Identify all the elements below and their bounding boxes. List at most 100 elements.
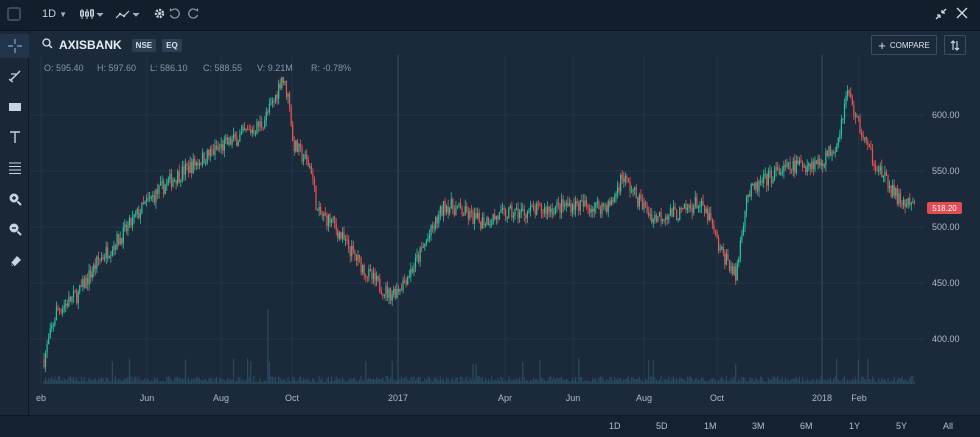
candle-body [164, 185, 166, 195]
range-1d[interactable]: 1D [609, 421, 621, 431]
fib-lines-icon[interactable] [0, 156, 29, 180]
range-1y[interactable]: 1Y [849, 421, 861, 431]
candle-body [136, 209, 138, 214]
volume-bar [534, 379, 536, 384]
candle-body [812, 161, 815, 170]
candle-body [787, 161, 790, 164]
candle-body [672, 206, 675, 217]
close-icon[interactable] [956, 6, 968, 23]
redo-icon[interactable] [187, 7, 200, 23]
candle-body [801, 162, 804, 168]
volume-bar [890, 380, 892, 384]
volume-bar [669, 381, 672, 384]
volume-bar [114, 376, 117, 384]
undo-icon[interactable] [168, 7, 181, 23]
open-label: O: [44, 63, 54, 73]
candle-body [621, 174, 623, 179]
y-tick-label: 400.00 [932, 334, 960, 344]
candle-body [483, 217, 485, 226]
zoom-in-icon[interactable] [0, 187, 29, 211]
volume-bar [44, 377, 47, 384]
volume-bar [425, 379, 427, 384]
volume-bar [108, 381, 110, 384]
candle-body [469, 211, 471, 219]
volume-bar [43, 380, 45, 384]
zoom-out-icon[interactable] [0, 217, 29, 241]
range-5d[interactable]: 5D [656, 421, 668, 431]
candle-body [814, 160, 816, 170]
candle-body [365, 275, 367, 277]
candle-body [677, 219, 679, 221]
sort-icon[interactable] [944, 35, 966, 55]
rectangle-icon[interactable] [0, 95, 29, 119]
candle-body [627, 178, 630, 182]
candle-body [108, 256, 110, 259]
eraser-icon[interactable] [0, 248, 29, 272]
volume-bar [677, 380, 679, 384]
volume-bar [665, 379, 667, 384]
volume-bar [427, 376, 429, 384]
compare-button[interactable]: + COMPARE [871, 35, 937, 55]
candle-body [376, 276, 378, 282]
range-1m[interactable]: 1M [704, 421, 717, 431]
volume-bar [912, 376, 914, 384]
volume-bar [809, 381, 811, 384]
text-icon[interactable] [0, 125, 29, 149]
volume-bar [104, 381, 106, 384]
candle-body [839, 134, 841, 139]
candle-body [749, 194, 751, 197]
candle-body [602, 203, 605, 207]
volume-bar [767, 377, 769, 384]
candle-body [487, 217, 490, 226]
volume-bar [547, 380, 549, 384]
x-tick-label: Feb [851, 393, 867, 403]
volume-bar [156, 377, 159, 384]
volume-bar [811, 379, 813, 384]
volume-bar [430, 379, 432, 384]
volume-bar [735, 363, 737, 384]
settings-icon[interactable] [153, 7, 166, 23]
volume-bar [478, 376, 480, 384]
candle-body [797, 160, 799, 165]
volume-bar [473, 380, 476, 384]
candle-body [449, 207, 451, 214]
range-5y[interactable]: 5Y [896, 421, 908, 431]
candle-body [265, 111, 267, 121]
volume-bar [340, 380, 342, 384]
volume-bar [88, 377, 90, 384]
candle-body [721, 246, 723, 250]
symbol-name[interactable]: AXISBANK [59, 38, 122, 52]
candle-body [578, 203, 580, 211]
candle-body [463, 214, 465, 216]
search-icon[interactable] [42, 36, 53, 54]
volume-bar [477, 376, 479, 384]
range-3m[interactable]: 3M [752, 421, 765, 431]
volume-bar [463, 380, 465, 384]
draw-line-icon[interactable] [0, 64, 29, 88]
volume-bar [615, 378, 617, 384]
candle-body [231, 138, 233, 145]
range-6m[interactable]: 6M [800, 421, 813, 431]
range-all[interactable]: All [943, 421, 954, 431]
volume-bar [828, 378, 830, 384]
candle-body [169, 173, 171, 180]
volume-bar [618, 378, 620, 384]
candlestick-icon[interactable] [80, 8, 104, 23]
volume-bar [836, 358, 838, 384]
crosshair-icon[interactable] [0, 34, 29, 58]
volume-bar [431, 381, 434, 384]
interval-label: 1D [42, 8, 57, 20]
interval-selector[interactable]: 1D ▼ [42, 8, 67, 20]
volume-bar [480, 377, 482, 384]
candle-body [576, 200, 578, 204]
volume-bar [320, 379, 322, 384]
fullscreen-icon[interactable] [935, 8, 947, 23]
candle-body [495, 216, 497, 220]
volume-bar [173, 378, 176, 384]
volume-bar [307, 378, 309, 384]
indicators-icon[interactable] [115, 8, 140, 23]
volume-bar [302, 377, 305, 384]
candle-body [181, 166, 183, 181]
candle-body [130, 217, 132, 226]
